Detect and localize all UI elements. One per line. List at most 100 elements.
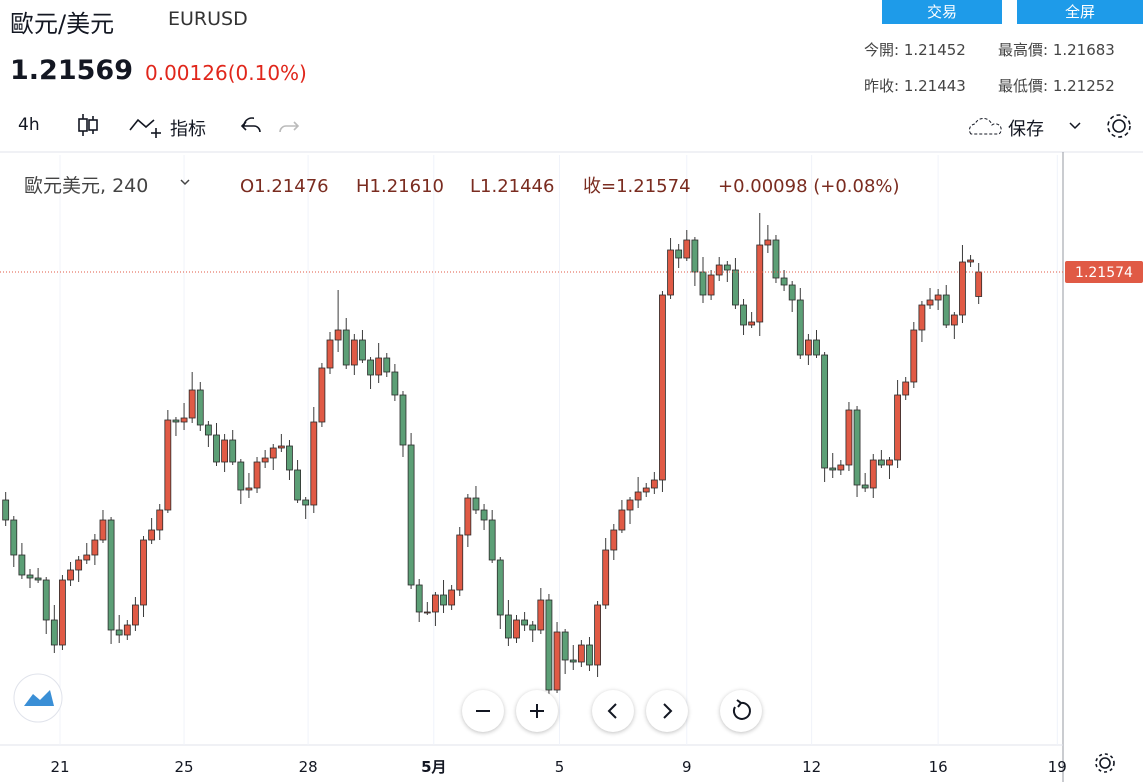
candle-body bbox=[902, 381, 910, 396]
legend-change: +0.00098 (+0.08%) bbox=[718, 176, 900, 197]
candle-body bbox=[626, 499, 634, 511]
candle-body bbox=[561, 631, 569, 661]
candle-body bbox=[34, 577, 42, 581]
x-tick-label: 12 bbox=[802, 758, 821, 776]
candle-body bbox=[488, 519, 496, 561]
candle-body bbox=[140, 539, 147, 606]
candle-body bbox=[934, 294, 942, 301]
candle-body bbox=[553, 631, 561, 691]
candle-body bbox=[788, 284, 796, 301]
candle-body bbox=[375, 357, 383, 376]
candle-body bbox=[845, 409, 853, 466]
candle-body bbox=[837, 464, 845, 471]
candle-body bbox=[164, 419, 172, 511]
candle-body bbox=[496, 559, 504, 616]
candle-body bbox=[407, 444, 415, 586]
candle-body bbox=[115, 629, 123, 636]
candle-body bbox=[513, 619, 520, 639]
candle-body bbox=[804, 339, 812, 356]
indicators[interactable]: 指标 bbox=[170, 119, 206, 140]
fullscreen-button[interactable]: 全屏 bbox=[1017, 0, 1143, 24]
change: 0.00126(0.10%) bbox=[145, 61, 307, 85]
x-tick-label: 16 bbox=[929, 758, 948, 776]
candle-body bbox=[91, 539, 99, 556]
candle-body bbox=[245, 487, 253, 491]
candle-body bbox=[269, 447, 277, 459]
candle-body bbox=[748, 321, 756, 326]
undo-redo[interactable] bbox=[240, 112, 310, 140]
legend-high: H1.21610 bbox=[356, 176, 444, 197]
scroll-right-button[interactable] bbox=[646, 690, 688, 732]
legend-close: 收=1.21574 bbox=[583, 176, 691, 197]
candle-body bbox=[213, 434, 220, 463]
price: 1.21569 bbox=[10, 55, 133, 86]
candle-body bbox=[83, 554, 91, 561]
title: 歐元/美元 bbox=[10, 10, 115, 38]
candle-body bbox=[667, 249, 674, 296]
x-tick-label: 21 bbox=[50, 758, 69, 776]
trade-button[interactable]: 交易 bbox=[882, 0, 1002, 24]
candle-body bbox=[618, 509, 626, 531]
candle-body bbox=[894, 394, 901, 461]
candle-body bbox=[780, 277, 788, 286]
candle-body bbox=[196, 389, 204, 426]
candle-body bbox=[456, 534, 464, 591]
candle-body bbox=[967, 259, 974, 263]
symbol: EURUSD bbox=[168, 8, 248, 30]
zoom-in-button[interactable] bbox=[516, 690, 558, 732]
candle-body bbox=[415, 584, 423, 613]
candle-body bbox=[132, 604, 139, 626]
candle-body bbox=[42, 579, 50, 621]
candle-body bbox=[959, 261, 966, 316]
candle-body bbox=[2, 499, 10, 521]
candle-body bbox=[610, 529, 618, 551]
candle-body bbox=[172, 419, 180, 423]
toolbar-icons bbox=[78, 114, 254, 138]
x-tick-label: 5月 bbox=[421, 758, 446, 776]
candle-body bbox=[432, 594, 439, 613]
candle-body bbox=[659, 294, 666, 481]
candle-body bbox=[18, 554, 26, 576]
candle-body bbox=[156, 509, 164, 531]
stat: 最低價: 1.21252 bbox=[998, 77, 1115, 95]
candle-body bbox=[569, 659, 577, 663]
interval[interactable]: 4h bbox=[18, 115, 40, 135]
legend-open: O1.21476 bbox=[240, 176, 329, 197]
candle-body bbox=[813, 339, 820, 356]
candle-body bbox=[180, 417, 188, 423]
candle-body bbox=[334, 329, 342, 341]
settings-icon[interactable] bbox=[1095, 753, 1115, 773]
candle-body bbox=[683, 239, 691, 259]
legend-name: 歐元美元, 240 bbox=[24, 175, 148, 197]
candle-body bbox=[302, 499, 310, 506]
candle-body bbox=[326, 339, 334, 369]
scroll-left-button[interactable] bbox=[592, 690, 634, 732]
candle-body bbox=[221, 439, 229, 463]
candle-body bbox=[229, 439, 237, 463]
reset-button[interactable] bbox=[720, 690, 762, 732]
candle-body bbox=[723, 264, 731, 271]
zoom-out-button[interactable] bbox=[462, 690, 504, 732]
candle-body bbox=[342, 329, 350, 366]
candle-body bbox=[59, 579, 66, 646]
x-tick-label: 5 bbox=[555, 758, 565, 776]
candle-body bbox=[732, 269, 739, 306]
candle-body bbox=[123, 624, 131, 636]
candle-body bbox=[918, 304, 926, 331]
legend-low: L1.21446 bbox=[470, 176, 554, 197]
x-tick-label: 28 bbox=[299, 758, 318, 776]
candle-body bbox=[764, 239, 772, 246]
save[interactable]: 保存 bbox=[1008, 119, 1044, 140]
x-tick-label: 25 bbox=[175, 758, 194, 776]
candle-body bbox=[253, 461, 261, 489]
candle-body bbox=[861, 484, 869, 489]
logo bbox=[13, 673, 63, 723]
candle-body bbox=[350, 339, 358, 366]
candle-body bbox=[821, 354, 829, 469]
candle-body bbox=[942, 294, 950, 326]
candle-body bbox=[26, 574, 34, 579]
x-tick-label: 19 bbox=[1048, 758, 1067, 776]
candle-body bbox=[261, 457, 269, 463]
candle-body bbox=[910, 329, 918, 383]
